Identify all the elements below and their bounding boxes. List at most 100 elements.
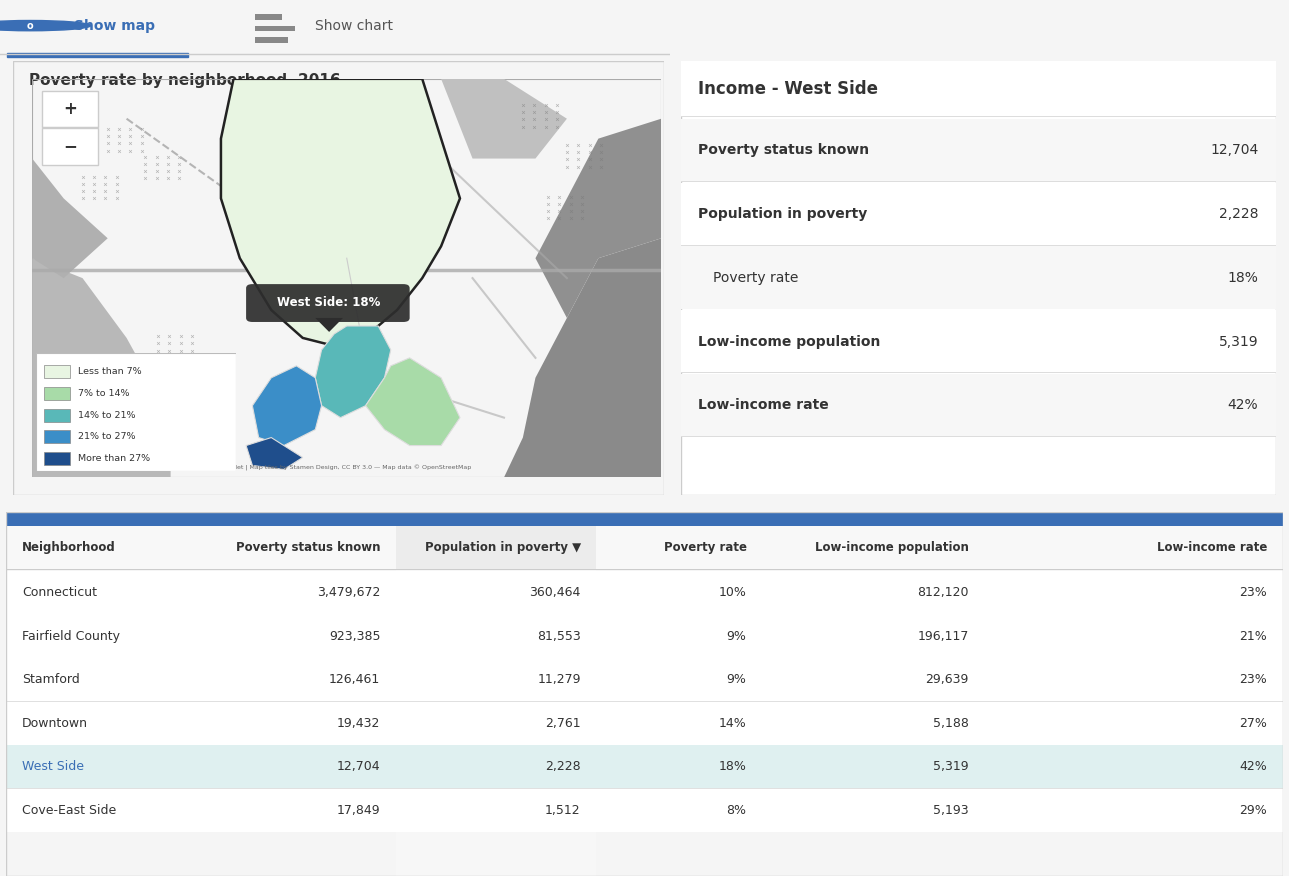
Text: +: + <box>63 100 77 117</box>
Bar <box>681 310 1276 373</box>
Bar <box>41 128 98 165</box>
Text: 7% to 14%: 7% to 14% <box>79 389 130 398</box>
Text: 42%: 42% <box>1227 399 1258 413</box>
Text: Show map: Show map <box>73 18 155 32</box>
Text: Poverty rate: Poverty rate <box>713 271 799 285</box>
Bar <box>6 614 1283 658</box>
Bar <box>44 452 70 465</box>
Text: 81,553: 81,553 <box>538 630 581 643</box>
Text: Poverty rate: Poverty rate <box>664 541 746 555</box>
Text: Population in poverty ▼: Population in poverty ▼ <box>424 541 581 555</box>
Text: 3,479,672: 3,479,672 <box>317 586 380 599</box>
Polygon shape <box>32 258 170 477</box>
Text: 126,461: 126,461 <box>329 673 380 686</box>
Polygon shape <box>316 318 343 332</box>
Text: Cove-East Side: Cove-East Side <box>22 804 116 817</box>
Text: 5,319: 5,319 <box>1218 335 1258 349</box>
Bar <box>681 119 1276 182</box>
Polygon shape <box>253 366 321 446</box>
Bar <box>6 526 1283 569</box>
Bar <box>681 61 1276 116</box>
Text: Low-income population: Low-income population <box>699 335 880 349</box>
Text: Neighborhood: Neighborhood <box>22 541 116 555</box>
Bar <box>6 658 1283 702</box>
Bar <box>255 25 295 32</box>
Bar <box>681 183 1276 245</box>
Text: 5,188: 5,188 <box>933 717 968 730</box>
Text: 27%: 27% <box>1239 717 1267 730</box>
Text: 23%: 23% <box>1240 673 1267 686</box>
Bar <box>44 430 70 443</box>
Text: 18%: 18% <box>1227 271 1258 285</box>
Text: 42%: 42% <box>1240 760 1267 774</box>
Text: Show chart: Show chart <box>315 18 393 32</box>
Text: o: o <box>27 21 34 31</box>
Bar <box>44 365 70 378</box>
Text: Downtown: Downtown <box>22 717 88 730</box>
Text: Connecticut: Connecticut <box>22 586 97 599</box>
Text: Fairfield County: Fairfield County <box>22 630 120 643</box>
Bar <box>6 512 1283 526</box>
Bar <box>6 53 188 57</box>
Text: Low-income rate: Low-income rate <box>1156 541 1267 555</box>
Text: Poverty status known: Poverty status known <box>699 144 870 158</box>
Text: 19,432: 19,432 <box>336 717 380 730</box>
Text: West Side: West Side <box>22 760 84 774</box>
Text: 812,120: 812,120 <box>918 586 968 599</box>
Text: 5,193: 5,193 <box>933 804 968 817</box>
Text: 23%: 23% <box>1240 586 1267 599</box>
Text: More than 27%: More than 27% <box>79 455 151 463</box>
Circle shape <box>0 20 90 31</box>
Text: 5,319: 5,319 <box>933 760 968 774</box>
Text: 29%: 29% <box>1240 804 1267 817</box>
Polygon shape <box>441 79 567 159</box>
Text: 17,849: 17,849 <box>336 804 380 817</box>
Text: 12,704: 12,704 <box>1210 144 1258 158</box>
Text: 923,385: 923,385 <box>329 630 380 643</box>
Text: Low-income population: Low-income population <box>815 541 968 555</box>
Text: Poverty status known: Poverty status known <box>236 541 380 555</box>
Bar <box>681 374 1276 437</box>
Text: Leaflet | Map tiles by Stamen Design, CC BY 3.0 — Map data © OpenStreetMap: Leaflet | Map tiles by Stamen Design, CC… <box>222 465 472 471</box>
Bar <box>6 788 1283 832</box>
Text: 21%: 21% <box>1240 630 1267 643</box>
Text: 11,279: 11,279 <box>538 673 581 686</box>
FancyBboxPatch shape <box>246 284 410 322</box>
Text: 196,117: 196,117 <box>918 630 968 643</box>
Text: 1,512: 1,512 <box>545 804 581 817</box>
Text: 9%: 9% <box>727 673 746 686</box>
Text: −: − <box>63 138 77 155</box>
Text: 18%: 18% <box>719 760 746 774</box>
Bar <box>396 526 596 569</box>
Text: 14%: 14% <box>719 717 746 730</box>
Bar <box>41 91 98 127</box>
Bar <box>44 408 70 421</box>
Text: 2,228: 2,228 <box>1218 207 1258 221</box>
Text: 10%: 10% <box>719 586 746 599</box>
Text: 21% to 27%: 21% to 27% <box>79 433 135 442</box>
Text: Low-income rate: Low-income rate <box>699 399 829 413</box>
Text: 9%: 9% <box>727 630 746 643</box>
Text: 2,228: 2,228 <box>545 760 581 774</box>
Polygon shape <box>504 238 661 477</box>
Bar <box>6 570 1283 614</box>
Text: 360,464: 360,464 <box>530 586 581 599</box>
Polygon shape <box>32 159 108 278</box>
Bar <box>44 386 70 399</box>
Text: Income - West Side: Income - West Side <box>699 80 879 97</box>
Bar <box>396 569 596 876</box>
Bar <box>255 14 281 20</box>
Bar <box>6 702 1283 745</box>
Bar <box>681 246 1276 309</box>
Text: Population in poverty: Population in poverty <box>699 207 867 221</box>
Polygon shape <box>220 79 460 346</box>
Text: West Side: 18%: West Side: 18% <box>277 296 380 309</box>
Text: Stamford: Stamford <box>22 673 80 686</box>
Text: 29,639: 29,639 <box>926 673 968 686</box>
Text: 14% to 21%: 14% to 21% <box>79 411 135 420</box>
Text: Less than 7%: Less than 7% <box>79 367 142 376</box>
Polygon shape <box>316 326 391 418</box>
Text: Poverty rate by neighborhood, 2016: Poverty rate by neighborhood, 2016 <box>30 74 340 88</box>
Bar <box>6 745 1283 788</box>
Polygon shape <box>366 358 460 446</box>
